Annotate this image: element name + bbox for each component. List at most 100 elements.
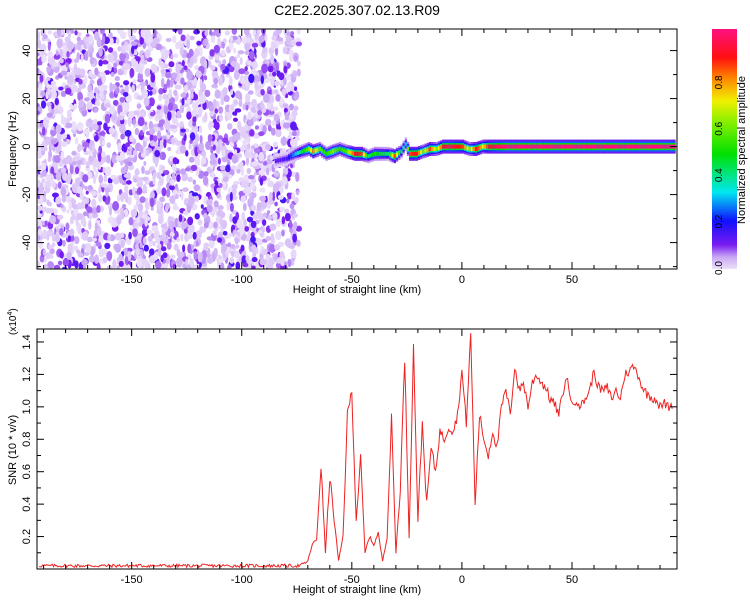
ridge-cell xyxy=(649,144,652,149)
noise-cell xyxy=(174,84,182,90)
noise-cell xyxy=(278,72,285,81)
noise-cell xyxy=(77,91,83,102)
noise-cell xyxy=(88,52,93,58)
noise-cell xyxy=(265,118,272,127)
noise-cell xyxy=(45,102,52,107)
noise-cell xyxy=(234,149,238,155)
noise-cell xyxy=(180,128,187,133)
noise-cell xyxy=(271,89,275,96)
noise-cell xyxy=(116,194,121,202)
ridge-cell xyxy=(334,148,337,153)
noise-cell xyxy=(46,76,51,81)
noise-cell xyxy=(287,258,292,268)
snr-y-multiplier: (x104) xyxy=(7,308,19,335)
noise-cell xyxy=(39,43,47,54)
noise-cell xyxy=(59,251,64,259)
noise-cell xyxy=(47,86,51,96)
noise-cell xyxy=(46,230,53,237)
noise-cell xyxy=(284,208,290,215)
ridge-cell xyxy=(488,144,491,149)
noise-cell xyxy=(124,185,128,193)
noise-cell xyxy=(194,213,200,220)
noise-cell xyxy=(272,141,279,148)
noise-cell xyxy=(141,89,149,99)
noise-cell xyxy=(202,39,208,47)
noise-cell xyxy=(266,77,272,82)
ridge-cell xyxy=(519,144,522,149)
snr-y-tick-label: 1.2 xyxy=(21,367,33,382)
noise-cell xyxy=(84,75,88,85)
noise-cell xyxy=(187,233,193,240)
ridge-cell xyxy=(351,151,355,156)
noise-cell xyxy=(283,261,287,267)
noise-cell xyxy=(221,42,225,49)
ridge-cell xyxy=(303,148,306,153)
noise-cell xyxy=(210,64,216,71)
ridge-cell xyxy=(644,144,648,149)
noise-cell xyxy=(205,141,212,151)
noise-cell xyxy=(256,264,260,269)
noise-cell xyxy=(245,104,249,111)
noise-cell xyxy=(96,205,101,213)
noise-cell xyxy=(293,221,298,230)
ridge-cell xyxy=(323,150,326,155)
noise-cell xyxy=(227,264,232,269)
noise-cell xyxy=(126,247,133,253)
noise-cell xyxy=(139,242,143,249)
noise-cell xyxy=(144,170,151,175)
noise-cell xyxy=(216,209,223,217)
noise-cell xyxy=(39,194,44,205)
ridge-cell xyxy=(633,144,637,149)
noise-cell xyxy=(169,184,175,191)
noise-cell xyxy=(84,185,88,191)
ridge-cell xyxy=(514,144,518,149)
noise-cell xyxy=(283,107,288,113)
ridge-cell xyxy=(380,151,383,156)
noise-cell xyxy=(67,41,75,51)
ridge-cell xyxy=(646,144,650,149)
noise-cell xyxy=(79,192,85,201)
noise-cell xyxy=(60,150,65,160)
noise-cell xyxy=(248,51,255,60)
noise-cell xyxy=(197,219,203,226)
noise-cell xyxy=(101,140,106,146)
noise-cell xyxy=(69,230,73,237)
ridge-cell xyxy=(406,147,410,151)
noise-cell xyxy=(277,194,284,200)
noise-cell xyxy=(229,42,234,51)
noise-cell xyxy=(37,39,42,49)
noise-cell xyxy=(194,195,200,203)
noise-cell xyxy=(134,127,140,136)
noise-cell xyxy=(229,202,235,212)
ridge-cell xyxy=(631,144,634,149)
noise-cell xyxy=(89,79,95,85)
noise-cell xyxy=(168,61,175,68)
noise-cell xyxy=(160,223,168,229)
noise-cell xyxy=(161,187,167,197)
noise-cell xyxy=(279,265,287,269)
noise-cell xyxy=(97,193,103,203)
ridge-cell xyxy=(444,144,447,149)
spectrogram-x-tick-label: -150 xyxy=(121,274,143,286)
noise-cell xyxy=(164,71,172,79)
noise-cell xyxy=(44,220,48,226)
noise-cell xyxy=(140,54,145,64)
noise-cell xyxy=(226,123,233,130)
noise-cell xyxy=(238,177,244,182)
noise-cell xyxy=(107,234,112,242)
noise-cell xyxy=(182,244,186,253)
noise-cell xyxy=(194,65,200,71)
noise-cell xyxy=(143,244,149,252)
noise-cell xyxy=(149,133,154,142)
ridge-cell xyxy=(563,144,566,149)
noise-cell xyxy=(104,103,111,108)
spectrogram-x-label: Height of straight line (km) xyxy=(293,284,421,296)
noise-cell xyxy=(294,196,299,204)
noise-cell xyxy=(260,74,265,85)
noise-cell xyxy=(53,208,58,216)
noise-cell xyxy=(98,92,104,98)
noise-cell xyxy=(123,80,130,86)
noise-cell xyxy=(184,167,191,172)
noise-cell xyxy=(134,49,138,56)
noise-cell xyxy=(81,258,89,266)
